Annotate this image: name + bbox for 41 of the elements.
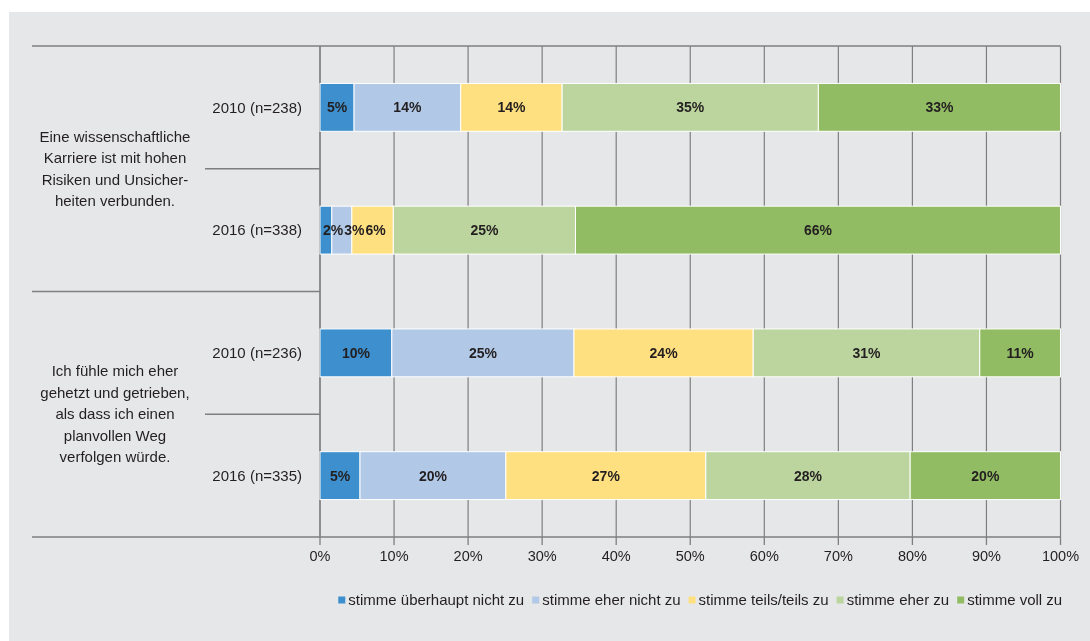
x-tick-label: 0% [309,548,331,565]
data-label: 14% [497,99,526,116]
data-label: 10% [341,344,371,361]
x-tick-label: 40% [601,548,631,565]
data-label: 11% [1006,344,1035,361]
text: Ich fühle mich eher gehetzt und getrieben, als dass ich einen planvollen Weg verfolgen würde. [40,362,190,466]
x-tick-label: 70% [823,548,853,565]
x-tick-label: 10% [379,548,409,565]
y-tick-label: 2010 (n=238) [212,98,302,116]
x-tick-label: 20% [453,548,483,565]
data-label: 5% [326,99,348,116]
data-label: 20% [971,467,1000,484]
data-label: 3% [344,222,366,239]
legend-label: stimme teils/teils zu [698,591,829,609]
x-tick-label: 50% [675,548,705,565]
data-label: 33% [925,99,954,116]
data-label: 27% [591,467,621,484]
x-tick-label: 60% [749,548,779,565]
data-label: 5% [329,467,351,484]
y-tick-label: 2010 (n=236) [212,344,302,362]
y-tick-label: 2016 (n=335) [212,466,302,484]
data-label: 25% [470,222,499,239]
data-label: 20% [418,467,448,484]
x-tick-label: 100% [1041,548,1080,565]
legend-label: stimme voll zu [967,591,1063,609]
x-tick-label: 90% [971,548,1002,565]
data-label: 24% [649,344,679,361]
data-label: 6% [365,222,387,239]
data-label: 28% [793,467,823,484]
x-tick-label: 80% [897,548,928,565]
data-label: 66% [803,222,833,239]
data-label: 31% [852,344,882,361]
legend-label: stimme eher zu [846,591,950,609]
legend-label: stimme überhaupt nicht zu [348,591,525,609]
data-label: 14% [393,99,422,116]
legend-label: stimme eher nicht zu [542,591,681,609]
data-label: 25% [468,344,498,361]
y-tick-label: 2016 (n=338) [212,221,302,239]
data-label: 35% [676,99,705,116]
text: Eine wissenschaftliche Karriere ist mit hohen Risiken und Unsicher- heiten verbunden. [39,127,191,209]
x-tick-label: 30% [527,548,557,565]
